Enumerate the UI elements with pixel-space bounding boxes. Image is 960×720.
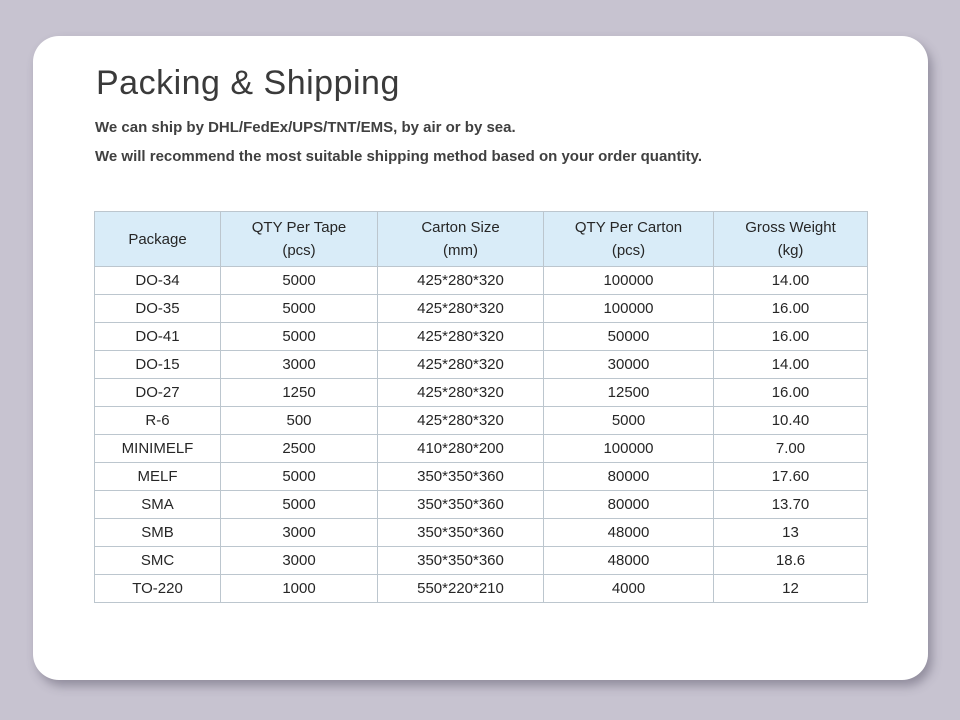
table-cell-gross-weight: 16.00 [713,322,868,351]
table-row: DO-27 1250 425*280*320 12500 16.00 [94,378,868,407]
table-cell-gross-weight: 14.00 [713,266,868,295]
table-cell-qty-per-tape: 5000 [220,266,378,295]
column-header: QTY Per Carton (pcs) [543,211,714,267]
table-cell-qty-per-carton: 30000 [543,350,714,379]
table-row: DO-41 5000 425*280*320 50000 16.00 [94,322,868,351]
table-cell-qty-per-carton: 100000 [543,294,714,323]
table-cell-gross-weight: 7.00 [713,434,868,463]
table-cell-qty-per-tape: 1000 [220,574,378,603]
table-cell-qty-per-tape: 5000 [220,322,378,351]
table-body: DO-34 5000 425*280*320 100000 14.00 DO-35 5000… [94,266,868,603]
table-cell-qty-per-carton: 100000 [543,434,714,463]
table-cell-package: DO-27 [94,378,221,407]
table-cell-package: SMB [94,518,221,547]
column-header-unit: (kg) [777,242,804,259]
table-cell-qty-per-tape: 5000 [220,462,378,491]
table-cell-carton-size: 350*350*360 [377,518,544,547]
table-cell-gross-weight: 13 [713,518,868,547]
table-cell-qty-per-carton: 4000 [543,574,714,603]
table-cell-carton-size: 350*350*360 [377,546,544,575]
column-header-label: Carton Size [421,219,500,236]
table-row: SMA 5000 350*350*360 80000 13.70 [94,490,868,519]
table-header-row: Package QTY Per Tape (pcs) Carton Size (mm) Q… [94,211,868,267]
column-header-label: QTY Per Carton [574,219,683,236]
table-cell-qty-per-carton: 48000 [543,518,714,547]
table-row: DO-15 3000 425*280*320 30000 14.00 [94,350,868,379]
table-cell-gross-weight: 10.40 [713,406,868,435]
column-header: Package [94,211,221,267]
column-header-label: QTY Per Tape [251,219,347,236]
table-cell-carton-size: 350*350*360 [377,462,544,491]
table-cell-package: DO-15 [94,350,221,379]
table-cell-carton-size: 425*280*320 [377,266,544,295]
table-cell-carton-size: 425*280*320 [377,378,544,407]
table-cell-carton-size: 425*280*320 [377,294,544,323]
table-row: MELF 5000 350*350*360 80000 17.60 [94,462,868,491]
intro-text-recommendation: We will recommend the most suitable ship… [95,148,703,165]
table-row: DO-35 5000 425*280*320 100000 16.00 [94,294,868,323]
table-row: DO-34 5000 425*280*320 100000 14.00 [94,266,868,295]
table-cell-qty-per-carton: 100000 [543,266,714,295]
table-row: R-6 500 425*280*320 5000 10.40 [94,406,868,435]
table-cell-gross-weight: 16.00 [713,294,868,323]
table-cell-package: MINIMELF [94,434,221,463]
column-header-unit: (pcs) [282,242,316,259]
table-cell-qty-per-carton: 5000 [543,406,714,435]
table-cell-package: MELF [94,462,221,491]
table-cell-package: DO-35 [94,294,221,323]
intro-text-shipping-methods: We can ship by DHL/FedEx/UPS/TNT/EMS, by… [95,119,516,136]
table-cell-package: SMA [94,490,221,519]
column-header-unit: (pcs) [611,242,646,259]
table-cell-gross-weight: 13.70 [713,490,868,519]
table-cell-qty-per-tape: 3000 [220,518,378,547]
column-header-label: Gross Weight [745,219,836,236]
table-cell-qty-per-tape: 5000 [220,490,378,519]
table-row: SMC 3000 350*350*360 48000 18.6 [94,546,868,575]
table-row: TO-220 1000 550*220*210 4000 12 [94,574,868,603]
table-cell-carton-size: 350*350*360 [377,490,544,519]
table-cell-package: TO-220 [94,574,221,603]
table-cell-qty-per-tape: 5000 [220,294,378,323]
table-cell-qty-per-tape: 3000 [220,350,378,379]
column-header: Carton Size (mm) [377,211,544,267]
content-card: Packing & Shipping We can ship by DHL/Fe… [33,36,928,680]
table-header: Package QTY Per Tape (pcs) Carton Size (mm) Q… [94,211,868,267]
table-cell-gross-weight: 16.00 [713,378,868,407]
table-cell-carton-size: 425*280*320 [377,322,544,351]
packing-shipping-table: Package QTY Per Tape (pcs) Carton Size (mm) Q… [94,211,868,603]
table-cell-carton-size: 425*280*320 [377,350,544,379]
column-header: QTY Per Tape (pcs) [220,211,378,267]
table-cell-carton-size: 550*220*210 [377,574,544,603]
table-cell-package: SMC [94,546,221,575]
table-cell-gross-weight: 18.6 [713,546,868,575]
column-header: Gross Weight (kg) [713,211,868,267]
table-cell-qty-per-tape: 2500 [220,434,378,463]
table-cell-package: R-6 [94,406,221,435]
table-cell-package: DO-34 [94,266,221,295]
table-row: MINIMELF 2500 410*280*200 100000 7.00 [94,434,868,463]
table-cell-package: DO-41 [94,322,221,351]
table-cell-qty-per-tape: 3000 [220,546,378,575]
column-header-label: Package [128,230,187,248]
table-cell-gross-weight: 14.00 [713,350,868,379]
table-cell-gross-weight: 17.60 [713,462,868,491]
table-cell-qty-per-carton: 48000 [543,546,714,575]
table-cell-qty-per-carton: 50000 [543,322,714,351]
table-cell-qty-per-carton: 12500 [543,378,714,407]
table-cell-carton-size: 425*280*320 [377,406,544,435]
page-title: Packing & Shipping [96,64,400,102]
table-cell-qty-per-tape: 500 [220,406,378,435]
table-cell-qty-per-carton: 80000 [543,490,714,519]
table-row: SMB 3000 350*350*360 48000 13 [94,518,868,547]
table-cell-qty-per-tape: 1250 [220,378,378,407]
table-cell-qty-per-carton: 80000 [543,462,714,491]
table-cell-gross-weight: 12 [713,574,868,603]
table-cell-carton-size: 410*280*200 [377,434,544,463]
column-header-unit: (mm) [443,242,478,259]
